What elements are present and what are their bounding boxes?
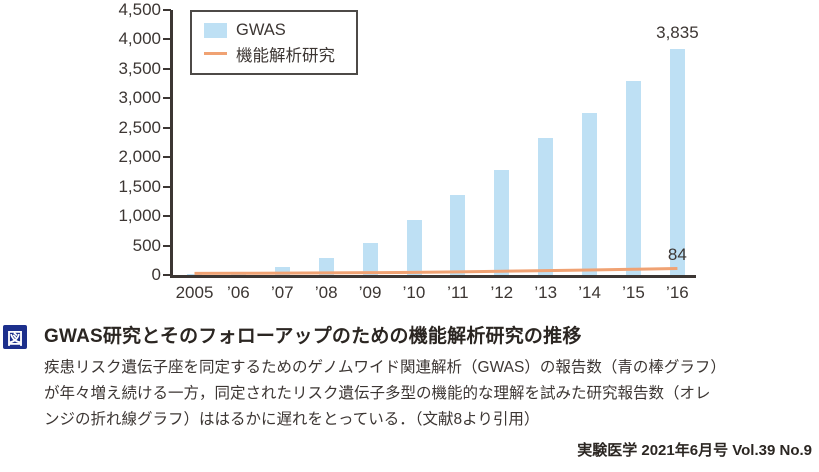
y-axis-tick bbox=[163, 274, 171, 276]
description-line: ンジの折れ線グラフ）ははるかに遅れをとっている．（文献8より引用） bbox=[44, 411, 540, 428]
line-swatch-icon bbox=[204, 52, 227, 55]
y-axis-tick-label: 1,500 bbox=[118, 176, 161, 196]
gwas-bar bbox=[538, 137, 554, 275]
y-axis-tick bbox=[163, 38, 171, 41]
x-axis-tick-label: ’09 bbox=[358, 283, 382, 302]
y-axis-tick bbox=[163, 244, 171, 247]
functional-analysis-line bbox=[194, 267, 678, 275]
y-axis-tick bbox=[163, 185, 171, 188]
x-axis-tick-label: ’12 bbox=[490, 283, 514, 302]
x-axis-tick-label: ’08 bbox=[314, 283, 338, 302]
y-axis-tick bbox=[163, 97, 171, 100]
y-axis-tick-label: 3,500 bbox=[118, 58, 161, 78]
y-axis-tick-label: 1,000 bbox=[118, 206, 161, 226]
gwas-bar bbox=[494, 169, 510, 275]
figure-title: GWAS研究とそのフォローアップのための機能解析研究の推移 bbox=[44, 326, 582, 347]
x-axis-tick-label: ’16 bbox=[666, 283, 689, 302]
y-axis-tick-label: 4,500 bbox=[118, 0, 161, 19]
x-axis-tick-label: 2005 bbox=[175, 283, 214, 302]
legend-item-gwas: GWAS bbox=[204, 19, 346, 42]
gwas-bar bbox=[318, 257, 334, 275]
legend-label-functional: 機能解析研究 bbox=[236, 46, 335, 65]
x-axis-tick-label: ’06 bbox=[227, 283, 250, 302]
figure-description: 疾患リスク遺伝子座を同定するためのゲノムワイド関連解析（GWAS）の報告数（青の… bbox=[44, 355, 816, 433]
y-axis-tick bbox=[163, 67, 171, 70]
legend-label-gwas: GWAS bbox=[236, 21, 286, 39]
source-citation: 実験医学 2021年6月号 Vol.39 No.9 bbox=[577, 442, 812, 459]
line-value-label: 84 bbox=[667, 245, 687, 265]
gwas-bar bbox=[626, 80, 641, 275]
x-axis-tick-label: ’15 bbox=[622, 283, 645, 302]
x-axis-tick-label: ’10 bbox=[402, 283, 426, 302]
description-line: が年々増え続ける一方，同定されたリスク遺伝子多型の機能的な理解を試みた研究報告数… bbox=[44, 385, 711, 402]
chart-plot-area: 0 500 1,000 1,500 2,000 2,500 3,000 3,500 4,000 4… bbox=[118, 0, 699, 302]
y-axis-tick bbox=[163, 156, 171, 159]
y-axis-tick-label: 2,000 bbox=[118, 147, 161, 167]
gwas-bar bbox=[582, 113, 598, 275]
gwas-bar bbox=[362, 243, 378, 275]
bar-swatch-icon bbox=[204, 23, 227, 38]
gwas-bar bbox=[450, 194, 466, 275]
x-axis-tick-label: ’11 bbox=[447, 283, 469, 302]
description-line: 疾患リスク遺伝子座を同定するためのゲノムワイド関連解析（GWAS）の報告数（青の… bbox=[44, 359, 726, 376]
y-axis-tick-label: 4,000 bbox=[118, 29, 161, 49]
x-axis-tick-label: ’07 bbox=[270, 283, 294, 302]
y-axis-tick-label: 0 bbox=[151, 265, 161, 284]
y-axis-tick bbox=[163, 9, 171, 11]
legend-item-functional: 機能解析研究 bbox=[204, 42, 346, 65]
y-axis-tick bbox=[163, 215, 171, 218]
gwas-bar bbox=[406, 220, 422, 275]
y-axis-tick-label: 2,500 bbox=[118, 117, 161, 137]
gwas-bar bbox=[669, 49, 685, 275]
y-axis-tick-label: 500 bbox=[132, 235, 161, 255]
x-axis-tick-label: ’13 bbox=[534, 283, 558, 302]
bar-value-label: 3,835 bbox=[656, 23, 699, 43]
x-axis-tick-label: ’14 bbox=[578, 283, 601, 302]
gwas-bar bbox=[274, 267, 290, 275]
figure-badge: 図 bbox=[3, 325, 27, 349]
y-axis-tick bbox=[163, 126, 171, 129]
y-axis-tick-label: 3,000 bbox=[118, 88, 161, 108]
x-axis-line bbox=[170, 275, 696, 278]
chart-legend: GWAS 機能解析研究 bbox=[190, 10, 358, 75]
y-axis-line bbox=[170, 10, 173, 278]
gwas-bar bbox=[187, 274, 202, 275]
